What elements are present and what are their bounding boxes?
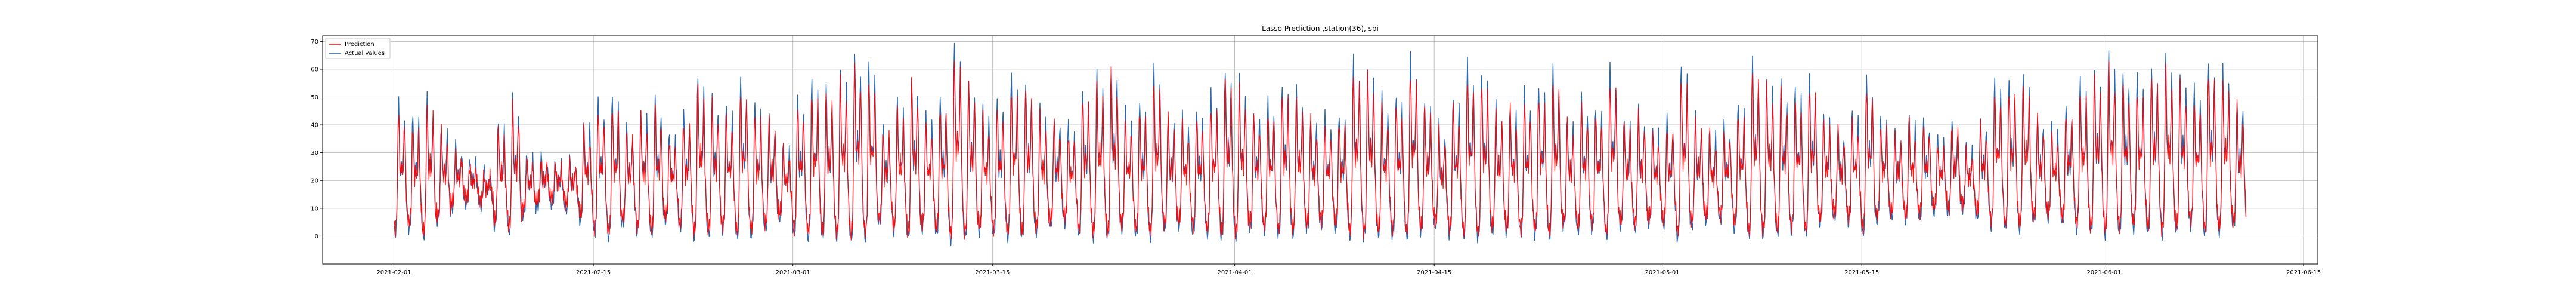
y-tick-label: 60 [311, 66, 318, 73]
y-tick-label: 50 [311, 94, 318, 101]
x-tick-label: 2021-04-15 [1417, 269, 1451, 276]
x-tick-label: 2021-06-15 [2286, 269, 2321, 276]
x-tick-label: 2021-03-15 [975, 269, 1010, 276]
x-tick-label: 2021-05-15 [1844, 269, 1879, 276]
legend-box [325, 38, 391, 59]
x-tick-label: 2021-04-01 [1218, 269, 1252, 276]
series-line-prediction [393, 60, 2247, 241]
legend-label-prediction: Prediction [345, 41, 374, 48]
x-tick-label: 2021-06-01 [2086, 269, 2121, 276]
x-tick-label: 2021-05-01 [1645, 269, 1680, 276]
chart-title: Lasso Prediction ,station(36), sbi [1262, 24, 1379, 33]
y-tick-label: 0 [315, 234, 318, 240]
y-tick-label: 30 [311, 150, 318, 156]
legend: Prediction Actual values [325, 38, 391, 59]
series-layer [393, 42, 2247, 247]
x-axis: 2021-02-01 2021-02-15 2021-03-01 2021-03-15… [376, 264, 2321, 276]
x-tick-label: 2021-02-15 [576, 269, 611, 276]
legend-label-actual-values: Actual values [345, 50, 385, 57]
y-tick-label: 20 [311, 178, 318, 185]
x-tick-label: 2021-02-01 [376, 269, 411, 276]
y-tick-label: 10 [311, 205, 318, 212]
x-tick-label: 2021-03-01 [776, 269, 810, 276]
y-tick-label: 70 [311, 39, 318, 45]
plot-frame [322, 35, 2318, 265]
y-axis: 0 10 20 30 40 50 60 70 [311, 39, 323, 240]
y-tick-label: 40 [311, 122, 318, 129]
